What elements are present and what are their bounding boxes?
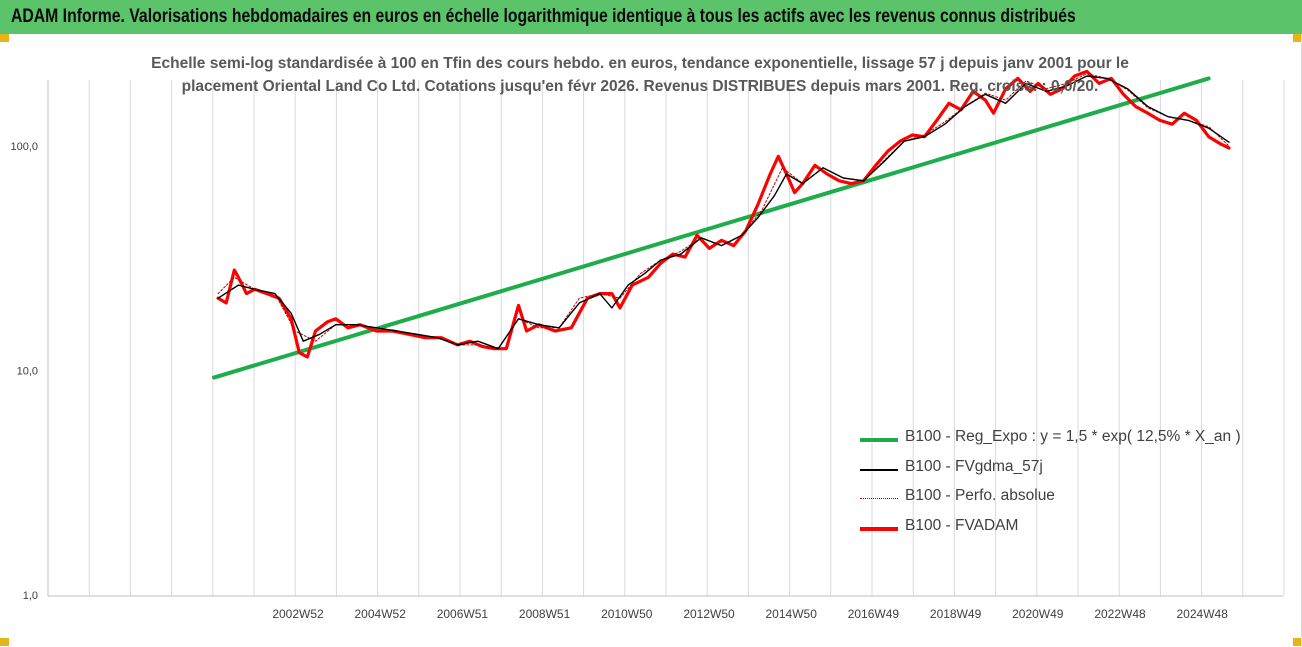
x-axis: 2002W52 2004W52 2006W51 2008W51 2010W50 2012W…	[48, 595, 1283, 621]
series-lines	[212, 69, 1231, 380]
x-tick-label: 2022W48	[1094, 607, 1146, 621]
x-tick-label: 2010W50	[601, 607, 653, 621]
x-tick-label: 2006W51	[437, 607, 489, 621]
x-tick-label: 2004W52	[355, 607, 407, 621]
x-tick-label: 2024W48	[1177, 607, 1229, 621]
vertical-gridlines	[47, 80, 1285, 596]
chart-subtitle: Echelle semi-log standardisée à 100 en T…	[130, 52, 1150, 98]
report-title: ADAM Informe. Valorisations hebdomadaire…	[11, 6, 1076, 27]
corner-marker-top-right	[1293, 34, 1302, 42]
series-line-fvadam	[216, 69, 1231, 359]
corner-marker-top-left	[0, 34, 9, 42]
legend-swatch-regression	[860, 438, 898, 442]
legend-swatch-fvgdma	[860, 468, 898, 471]
y-tick-label: 10,0	[17, 366, 38, 378]
x-tick-label: 2020W49	[1012, 607, 1064, 621]
legend-label-perfo: B100 - Perfo. absolue	[905, 487, 1055, 504]
y-axis: 1,0 10,0 100,0	[10, 80, 49, 602]
series-line-fvgdma	[217, 75, 1230, 350]
legend-swatch-fvadam	[860, 526, 898, 531]
y-tick-label: 1,0	[23, 590, 38, 602]
corner-marker-bottom-left	[0, 638, 9, 646]
chart-title-line-1: Echelle semi-log standardisée à 100 en T…	[151, 55, 1129, 72]
legend-swatch-perfo	[860, 498, 898, 499]
x-tick-label: 2012W50	[683, 607, 735, 621]
chart-title-line-2: placement Oriental Land Co Ltd. Cotation…	[181, 78, 1099, 95]
y-tick-label: 100,0	[10, 141, 38, 153]
series-line-perfo	[217, 73, 1230, 350]
x-tick-label: 2014W50	[766, 607, 818, 621]
series-line-reg	[212, 76, 1211, 380]
legend-label-fvgdma: B100 - FVgdma_57j	[905, 457, 1043, 475]
corner-marker-bottom-right	[1293, 638, 1302, 646]
legend-label-fvadam: B100 - FVADAM	[905, 516, 1019, 534]
title-banner: ADAM Informe. Valorisations hebdomadaire…	[0, 0, 1302, 34]
x-tick-label: 2002W52	[272, 607, 324, 621]
x-tick-label: 2018W49	[930, 607, 982, 621]
x-tick-label: 2016W49	[848, 607, 900, 621]
x-tick-label: 2008W51	[519, 607, 571, 621]
legend-label-regression: B100 - Reg_Expo : y = 1,5 * exp( 12,5% *…	[905, 428, 1241, 445]
